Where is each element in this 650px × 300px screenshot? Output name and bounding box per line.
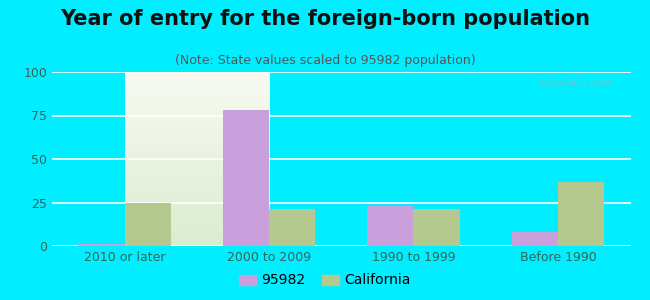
- Bar: [413, 209, 460, 246]
- Bar: [367, 206, 413, 246]
- Bar: [125, 202, 171, 246]
- Bar: [558, 182, 605, 246]
- Text: City-Data.com: City-Data.com: [539, 77, 613, 87]
- Bar: [512, 232, 558, 246]
- Text: Year of entry for the foreign-born population: Year of entry for the foreign-born popul…: [60, 9, 590, 29]
- Legend: 95982, California: 95982, California: [233, 268, 417, 293]
- Bar: [78, 244, 125, 246]
- Bar: [269, 209, 315, 246]
- Text: (Note: State values scaled to 95982 population): (Note: State values scaled to 95982 popu…: [175, 54, 475, 67]
- Bar: [223, 110, 269, 246]
